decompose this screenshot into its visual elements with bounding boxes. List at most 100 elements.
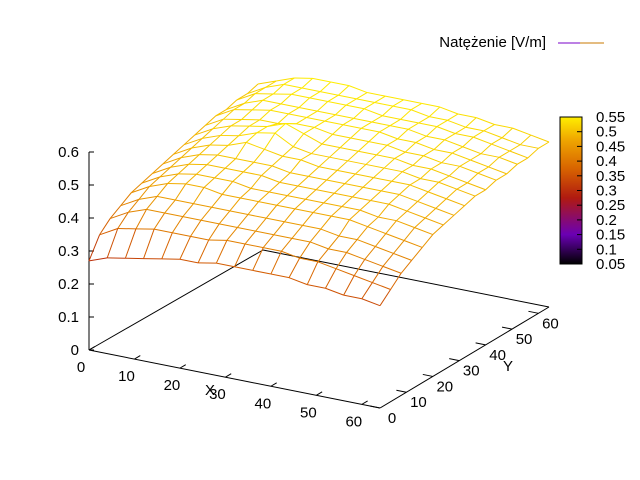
y-tick-label: 10 (410, 394, 427, 411)
surface-mesh-line (120, 192, 132, 206)
surface-mesh-line (444, 133, 456, 141)
x-tick-label: 30 (209, 386, 226, 403)
surface-mesh-line (430, 162, 442, 170)
surface-mesh-line (436, 119, 448, 128)
surface-mesh-line (185, 173, 197, 185)
surface-mesh-line (141, 176, 161, 184)
surface-mesh-line (346, 239, 358, 253)
surface-mesh-line (520, 144, 539, 149)
surface-mesh-line (263, 247, 282, 252)
y-axis-label: Y (503, 358, 513, 375)
surface-mesh-line (255, 217, 267, 232)
surface-mesh-line (226, 227, 238, 241)
surface-mesh-line (394, 151, 406, 159)
surface-mesh-line (334, 192, 353, 198)
surface-mesh-line (377, 203, 390, 218)
surface-mesh-line (309, 97, 328, 103)
surface-mesh-line (314, 126, 333, 135)
surface-mesh-line (159, 173, 179, 178)
surface-mesh-line (244, 93, 256, 104)
z-tick-label: 0 (71, 342, 79, 359)
surface-mesh-line (308, 175, 327, 181)
surface-mesh-line (371, 266, 384, 283)
surface-mesh-line (358, 150, 377, 156)
x-tick-label: 50 (300, 404, 317, 421)
surface-mesh-line (382, 105, 394, 117)
surface-mesh-line (298, 107, 318, 112)
surface-mesh-line (229, 210, 249, 216)
surface-mesh-line (245, 132, 258, 143)
surface-mesh-line (342, 117, 354, 126)
surface-mesh-line (407, 122, 420, 130)
surface-mesh-line (179, 258, 199, 264)
surface-mesh-line (326, 179, 345, 185)
surface-mesh-line (240, 197, 259, 203)
surface-mesh-line (435, 198, 447, 209)
surface-mesh-line (353, 108, 365, 119)
surface-mesh-line (156, 195, 176, 201)
colorbox-tick-label: 0.45 (596, 138, 625, 155)
surface-mesh-line (347, 160, 367, 165)
surface-mesh-line (238, 132, 257, 137)
colorbox-tick-label: 0.2 (596, 212, 617, 229)
colorbox-tick-label: 0.3 (596, 183, 617, 200)
surface-mesh-line (307, 284, 326, 289)
surface-mesh-line (152, 163, 164, 174)
surface-mesh-line (433, 148, 453, 154)
surface-mesh-line (332, 133, 351, 139)
surface-mesh-line (477, 172, 497, 181)
surface-mesh-line (214, 167, 226, 179)
surface-mesh-line (270, 273, 290, 279)
surface-mesh-line (501, 137, 521, 146)
colorbox: 0.050.10.150.20.250.30.350.40.450.50.55 (559, 109, 625, 273)
surface-mesh-line (430, 168, 450, 177)
surface-mesh-line (350, 137, 369, 143)
surface-mesh-line (327, 94, 339, 102)
surface-mesh-line (302, 212, 314, 226)
surface-mesh-line (248, 119, 261, 127)
surface-mesh-line (317, 110, 336, 116)
surface-mesh-line (242, 161, 255, 173)
surface-mesh-line (244, 99, 263, 104)
surface-mesh-line (276, 195, 288, 206)
surface-mesh-line (421, 234, 434, 248)
surface-mesh-line (346, 252, 365, 260)
surface-mesh-line (262, 234, 275, 248)
surface-mesh-line (386, 144, 406, 153)
y-tick-mark (369, 405, 381, 409)
surface-mesh-line (441, 162, 460, 167)
surface-mesh-line (368, 131, 380, 142)
surface-mesh-line (335, 268, 355, 277)
surface-mesh-line (391, 180, 411, 186)
surface-mesh-line (444, 139, 463, 148)
z-axis-ticks: 0 0.1 0.2 0.3 0.4 0.5 0.6 (58, 144, 94, 359)
surface-mesh-line (272, 83, 285, 95)
surface-mesh-line (154, 228, 173, 234)
surface-mesh-line (237, 226, 256, 232)
surface-mesh-line (403, 99, 422, 104)
surface-mesh-line (175, 199, 194, 205)
surface-mesh-line (331, 215, 350, 221)
surface-mesh-line (232, 171, 244, 182)
surface-mesh-line (283, 77, 295, 85)
surface-mesh-line (265, 83, 284, 88)
surface-mesh-line (138, 195, 158, 200)
surface-mesh-line (340, 147, 359, 152)
surface-mesh-line (321, 133, 333, 145)
surface-mesh-line (317, 248, 329, 263)
surface-mesh-line (403, 240, 423, 248)
surface-mesh-line (406, 201, 418, 212)
surface-mesh-line (266, 217, 285, 223)
surface-mesh-line (402, 164, 414, 173)
surface-mesh-line (324, 114, 336, 122)
surface-mesh-line (250, 187, 270, 193)
x-tick-mark (225, 373, 232, 378)
surface-mesh-line (281, 238, 293, 252)
surface-mesh-line (258, 201, 277, 206)
surface-mesh-line (298, 97, 310, 108)
surface-mesh-line (127, 199, 140, 213)
surface-mesh-line (506, 163, 518, 175)
surface-mesh-line (367, 216, 379, 228)
surface-mesh-line (256, 126, 268, 134)
